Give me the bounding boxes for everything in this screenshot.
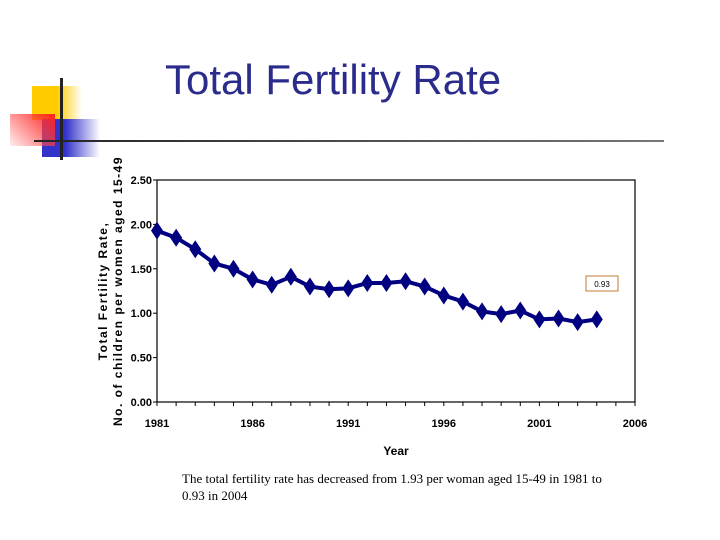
- data-point: [533, 310, 546, 329]
- y-tick-label: 1.00: [131, 308, 152, 320]
- annotation-box: [585, 275, 619, 292]
- x-tick-label: 1991: [336, 418, 360, 430]
- data-point: [361, 274, 374, 293]
- x-tick-label: 1981: [145, 418, 169, 430]
- data-point: [303, 277, 316, 296]
- data-point: [437, 286, 450, 305]
- data-point: [399, 272, 412, 291]
- data-point: [342, 279, 355, 298]
- data-point: [571, 313, 584, 332]
- y-tick-label: 2.50: [131, 175, 152, 187]
- data-point: [590, 310, 603, 329]
- data-point: [552, 309, 565, 328]
- data-point: [208, 254, 221, 273]
- plot-area: [156, 179, 636, 403]
- x-tick-label: 2001: [527, 418, 551, 430]
- y-axis-label-line2: No. of children per women aged 15-49: [111, 156, 125, 426]
- data-point: [418, 277, 431, 296]
- y-tick-label: 0.00: [131, 397, 152, 409]
- data-point: [284, 267, 297, 286]
- data-point: [323, 280, 336, 299]
- x-tick-label: 1986: [240, 418, 264, 430]
- y-tick-label: 2.00: [131, 219, 152, 231]
- x-axis-label: Year: [383, 444, 409, 458]
- x-tick-label: 2006: [623, 418, 647, 430]
- annotation-label: 0.93: [594, 280, 610, 289]
- slide-caption: The total fertility rate has decreased f…: [182, 471, 602, 503]
- data-point: [514, 301, 527, 320]
- data-point: [265, 275, 278, 294]
- x-tick-label: 1996: [432, 418, 456, 430]
- slide-title: Total Fertility Rate: [165, 56, 502, 103]
- data-point: [380, 274, 393, 293]
- y-tick-label: 1.50: [131, 264, 152, 276]
- data-point: [189, 240, 202, 259]
- data-point: [476, 302, 489, 321]
- data-point: [170, 228, 183, 247]
- y-axis-label-line1: Total Fertility Rate,: [96, 222, 110, 361]
- data-point: [227, 259, 240, 278]
- data-point: [495, 305, 508, 324]
- data-point: [246, 270, 259, 289]
- y-tick-label: 0.50: [131, 353, 152, 365]
- data-point: [456, 292, 469, 311]
- data-point: [151, 221, 163, 240]
